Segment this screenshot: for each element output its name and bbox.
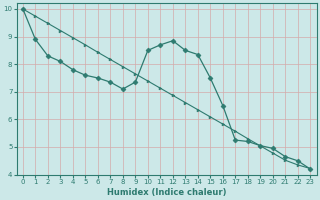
X-axis label: Humidex (Indice chaleur): Humidex (Indice chaleur) <box>107 188 226 197</box>
